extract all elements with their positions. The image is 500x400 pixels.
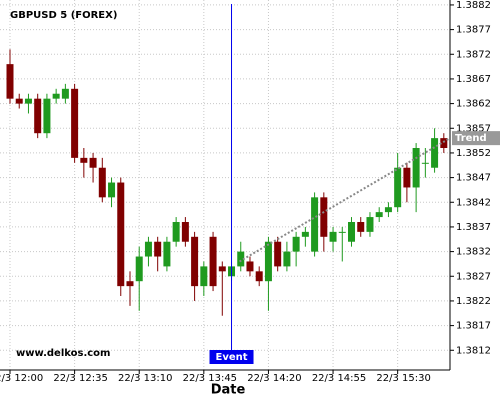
candle-body <box>117 182 125 287</box>
candle-body <box>301 231 309 237</box>
y-tick-label: 1.3877 <box>456 25 491 36</box>
candle-body <box>246 261 254 272</box>
labels: 1.3812 1.3817 1.3822 1.3827 1.3832 1.3837 1.38… <box>0 0 491 384</box>
y-tick-label: 1.3867 <box>456 74 491 85</box>
y-tick-label: 1.3872 <box>456 49 491 60</box>
candle-body <box>135 256 143 282</box>
candle-body <box>274 241 282 267</box>
candle-body <box>218 266 226 272</box>
candle-body <box>108 182 116 198</box>
trend-label: Trend <box>455 133 487 144</box>
candle-body <box>163 241 171 267</box>
y-tick-label: 1.3852 <box>456 148 491 159</box>
candle-body <box>237 251 245 267</box>
candle-body <box>338 231 346 233</box>
event-label: Event <box>216 352 248 363</box>
trend-label-box <box>452 131 500 146</box>
candle-body <box>144 241 152 257</box>
candle-body <box>329 231 337 242</box>
candle-body <box>209 236 217 287</box>
candle-body <box>255 271 263 282</box>
x-tick-label: 22/3 15:30 <box>376 373 430 384</box>
y-tick-label: 1.3817 <box>456 321 491 332</box>
y-tick-label: 1.3862 <box>456 99 491 110</box>
y-tick-label: 1.3842 <box>456 197 491 208</box>
candle-body <box>440 138 448 148</box>
candle-body <box>43 98 51 134</box>
y-tick-label: 1.3812 <box>456 345 491 356</box>
candle-body <box>311 197 319 252</box>
y-tick-label: 1.3827 <box>456 271 491 282</box>
candle-body <box>348 222 356 242</box>
x-tick-label: 22/3 12:35 <box>53 373 107 384</box>
candle-body <box>80 157 88 163</box>
y-tick-label: 1.3847 <box>456 173 491 184</box>
x-tick-label: 22/3 13:45 <box>183 373 237 384</box>
candle-body <box>394 167 402 208</box>
candle-body <box>15 98 23 104</box>
y-tick-label: 1.3822 <box>456 296 491 307</box>
candle-body <box>181 222 189 242</box>
candle-body <box>154 241 162 257</box>
candles <box>6 49 448 316</box>
x-tick-label: 22/3 12:00 <box>0 373 43 384</box>
y-tick-label: 1.3832 <box>456 247 491 258</box>
chart-title: GBPUSD 5 (FOREX) <box>10 10 117 21</box>
candle-body <box>421 162 429 164</box>
candle-body <box>292 236 300 252</box>
candle-body <box>24 98 32 104</box>
candle-body <box>71 88 79 158</box>
x-axis-title: Date <box>211 383 246 398</box>
candle-body <box>366 217 374 232</box>
y-tick-label: 1.3857 <box>456 123 491 134</box>
candle-body <box>357 222 365 232</box>
candle-body <box>126 281 134 287</box>
x-tick-label: 22/3 14:20 <box>247 373 301 384</box>
candle-body <box>283 251 291 267</box>
x-tick-label: 22/3 14:55 <box>312 373 366 384</box>
candle-body <box>191 236 199 287</box>
candle-body <box>375 212 383 218</box>
candle-body <box>264 241 272 282</box>
candle-body <box>384 207 392 213</box>
candle-body <box>320 197 328 237</box>
y-tick-label: 1.3837 <box>456 222 491 233</box>
candle-body <box>172 222 180 242</box>
candle-body <box>34 98 42 134</box>
trend-line <box>239 137 451 263</box>
candle-body <box>6 64 14 99</box>
candle-body <box>403 167 411 188</box>
y-tick-label: 1.3882 <box>456 0 491 11</box>
candle-body <box>431 138 439 168</box>
candle-body <box>61 88 69 99</box>
candle-body <box>89 157 97 168</box>
candle-body <box>412 148 420 188</box>
candle-body <box>98 167 106 198</box>
watermark: www.delkos.com <box>16 348 110 359</box>
candle-body <box>200 266 208 287</box>
event-label-box <box>209 350 254 364</box>
x-tick-label: 22/3 13:10 <box>118 373 172 384</box>
candle-body <box>52 93 60 99</box>
